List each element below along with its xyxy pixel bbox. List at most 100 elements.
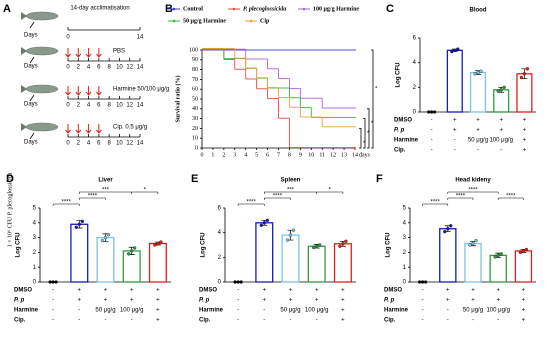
sig-bracket <box>52 203 80 206</box>
table-row-label: DMSO <box>199 288 217 294</box>
table-cell: + <box>130 288 134 294</box>
table-cell: - <box>454 148 456 154</box>
data-point <box>426 110 431 114</box>
dose-arrow <box>95 86 102 96</box>
data-point <box>493 255 497 259</box>
table-cell: - <box>263 318 265 324</box>
y-tick-label: 2 <box>218 255 222 261</box>
sig-label: **** <box>273 194 283 200</box>
data-point <box>48 280 52 284</box>
table-cell: + <box>315 288 319 294</box>
day-tick: 0 <box>66 65 70 71</box>
data-point <box>429 110 434 114</box>
legend-label: Cip <box>260 18 270 24</box>
fish-icon <box>25 46 59 56</box>
bar <box>469 71 487 113</box>
day-tick: 12 <box>126 65 133 71</box>
table-row-label: Harmine <box>384 308 409 314</box>
infection-label: 1 × 10⁶ CFU P. plecoglossicida <box>7 172 13 247</box>
sig-label: **** <box>431 200 441 206</box>
sig-label: *** <box>102 188 110 194</box>
table-cell: - <box>52 298 54 304</box>
table-row-label: Harmine <box>14 308 39 314</box>
data-point <box>518 250 523 255</box>
x-tick-label: 13 <box>341 152 347 158</box>
table-cell: + <box>289 288 293 294</box>
panel-letter: E <box>191 173 198 185</box>
y-tick-label: 60 <box>192 87 198 93</box>
table-cell: + <box>522 318 526 324</box>
table-cell: - <box>472 318 474 324</box>
sig-bracket <box>422 203 449 206</box>
table-cell: + <box>523 148 527 154</box>
table-row-label: Harmine <box>199 308 224 314</box>
x-tick-label: 11 <box>319 152 325 158</box>
data-point <box>449 224 453 228</box>
data-point <box>288 233 293 237</box>
day-tick: 14 <box>137 103 144 109</box>
data-point <box>74 225 78 229</box>
legend-marker <box>302 7 306 11</box>
fish-tail <box>21 47 27 55</box>
dose-arrow <box>95 124 102 134</box>
data-point <box>291 228 296 232</box>
panel-letter: F <box>376 173 383 185</box>
treatment-label: Cip. 0.5 μg/g <box>113 125 147 131</box>
acclimatisation-label: 14-day acclimatisation <box>70 6 129 12</box>
data-point <box>522 72 527 76</box>
table-row-label: Cip. <box>199 318 211 324</box>
x-tick-label: 4 <box>244 152 247 158</box>
table-cell: - <box>237 288 239 294</box>
sig-bracket <box>79 197 106 200</box>
table-cell: + <box>499 118 503 124</box>
table-cell: - <box>500 148 502 154</box>
legend-marker <box>172 7 176 11</box>
treatment-label: PBS <box>113 49 125 55</box>
day-tick: 8 <box>107 65 111 71</box>
panel-letter: D <box>6 173 14 185</box>
y-tick-label: 4 <box>33 220 37 226</box>
data-point <box>468 243 472 247</box>
table-cell: + <box>496 298 500 304</box>
data-point <box>474 238 478 243</box>
data-point <box>133 246 137 250</box>
x-tick-label: 14 <box>352 152 358 158</box>
data-point <box>315 244 319 248</box>
pointer-arrow <box>29 94 35 102</box>
y-tick-label: 80 <box>192 67 198 73</box>
y-tick-label: 5 <box>403 206 407 212</box>
table-cell: + <box>156 298 160 304</box>
table-cell: + <box>341 298 345 304</box>
data-point <box>103 235 108 240</box>
legend-marker <box>172 19 176 23</box>
data-point <box>521 249 526 253</box>
y-tick-label: 10 <box>192 136 198 142</box>
day-tick: 6 <box>97 65 101 71</box>
table-cell: - <box>78 308 80 314</box>
x-tick-label: 6 <box>266 152 269 158</box>
table-cell: + <box>476 118 480 124</box>
table-cell: + <box>496 288 500 294</box>
data-point <box>499 88 503 92</box>
data-point <box>499 252 503 256</box>
y-axis-label: Log CFU <box>396 63 402 88</box>
day-tick: 6 <box>97 141 101 147</box>
data-point <box>77 222 81 226</box>
y-tick-label: 1 <box>403 265 407 271</box>
data-point <box>443 230 447 234</box>
y-axis-label: Log CFU <box>16 233 22 258</box>
y-tick-label: 30 <box>192 116 198 122</box>
data-point <box>471 241 475 246</box>
data-point <box>423 280 428 284</box>
bar <box>516 73 533 113</box>
y-tick-label: 50 <box>192 96 198 102</box>
y-axis-label: Log CFU <box>201 233 207 258</box>
table-cell: - <box>52 288 54 294</box>
table-cell: 50 μg/g <box>463 308 483 314</box>
data-point <box>159 240 163 244</box>
sig-bracket <box>264 197 291 200</box>
table-cell: + <box>104 298 108 304</box>
table-cell: - <box>447 318 449 324</box>
table-cell: - <box>422 318 424 324</box>
table-cell: + <box>523 138 527 144</box>
